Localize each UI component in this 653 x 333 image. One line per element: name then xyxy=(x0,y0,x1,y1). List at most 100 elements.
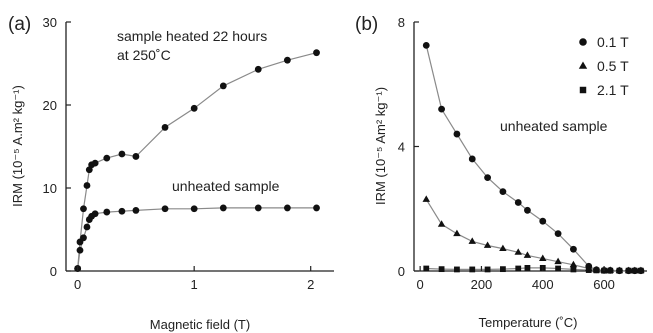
panel-b-series-3-point xyxy=(500,266,506,273)
panel-a-x-label: Magnetic field (T) xyxy=(150,317,250,332)
panel-b-series-3-point xyxy=(438,266,445,273)
legend-label-3: 2.1 T xyxy=(597,82,629,98)
panel-b-series-1-point xyxy=(484,174,491,182)
panel-b-series-3-point xyxy=(631,267,638,274)
panel-a-series-2-point xyxy=(219,204,227,212)
panel-b-series-2-point xyxy=(514,248,522,255)
panel-b-y-tick-label: 8 xyxy=(398,15,405,30)
panel-b-series-1-point xyxy=(539,217,547,225)
panel-b-series-1-point xyxy=(422,41,430,49)
panel-b-annotation: unheated sample xyxy=(500,118,608,134)
panel-b-series-2-point xyxy=(554,257,562,265)
panel-b-series-1-point xyxy=(570,245,577,253)
panel-b-series-1-point xyxy=(438,105,445,113)
panel-b-x-label: Temperature (˚C) xyxy=(479,315,578,330)
panel-a-series-1-point xyxy=(80,205,87,213)
panel-b-x-tick-label: 600 xyxy=(593,277,615,292)
panel-a-series-1-point xyxy=(219,82,227,90)
panel-a-series-1-point xyxy=(190,104,198,112)
panel-a-series-2-point xyxy=(190,205,198,213)
panel-b-series-2-point xyxy=(569,260,578,268)
panel-a-label: (a) xyxy=(8,14,31,35)
panel-a-series-2-point xyxy=(118,207,126,215)
panel-b-series-2-point xyxy=(422,195,431,202)
panel-b-x-tick-label: 0 xyxy=(417,277,424,292)
panel-b-series-2-point xyxy=(499,244,507,252)
panel-b-series-3-point xyxy=(469,266,476,273)
panel-a-x-tick-label: 0 xyxy=(74,277,81,292)
panel-a-series-1-point xyxy=(91,159,99,167)
panel-a-y-label: IRM (10⁻⁵ A.m² kg⁻¹) xyxy=(10,85,25,207)
panel-b: (b) 0 200 400 600 0 4 8 0.1 T 0.5 T 2.1 T unheat… xyxy=(355,14,647,330)
panel-a-series-1-line xyxy=(77,52,317,269)
panel-a-series-1-point xyxy=(283,56,291,64)
panel-b-series-3-point xyxy=(607,267,614,274)
panel-b-series-1-point xyxy=(514,199,522,206)
panel-a-series-1-point xyxy=(103,154,111,162)
panel-b-y-tick-label: 4 xyxy=(398,140,405,155)
panel-a-y-tick-label: 0 xyxy=(50,264,57,279)
panel-b-legend: 0.1 T 0.5 T 2.1 T xyxy=(578,34,629,98)
panel-b-series-3-point xyxy=(555,265,561,272)
panel-a-y-tick-label: 10 xyxy=(43,181,57,196)
panel-b-series-3-point xyxy=(515,265,522,272)
legend-marker-1 xyxy=(579,38,587,46)
panel-b-series-2-point xyxy=(468,237,476,244)
panel-b-series-3-point xyxy=(524,264,531,271)
panel-b-series-1-point xyxy=(468,155,476,163)
panel-a-y-tick-label: 30 xyxy=(43,15,57,30)
panel-a-series-2-point xyxy=(161,205,169,213)
panel-b-curves xyxy=(425,45,641,272)
panel-a-series-1-point xyxy=(313,49,320,57)
panel-a-series-2-point xyxy=(254,204,262,212)
panel-b-y-tick-label: 0 xyxy=(398,264,405,279)
panel-a-series-2-point xyxy=(91,210,99,218)
panel-a-heated-label-line2: at 250˚C xyxy=(117,47,171,63)
panel-b-series-3-point xyxy=(625,267,632,274)
panel-b-series-3-point xyxy=(637,267,644,274)
panel-b-series-1-point xyxy=(554,230,562,238)
panel-b-series-3-point xyxy=(616,267,623,274)
panel-b-series-1-point xyxy=(499,188,507,196)
panel-b-x-tick-label: 200 xyxy=(471,277,493,292)
panel-b-series-3-point xyxy=(454,266,460,273)
panel-b-markers xyxy=(422,41,645,275)
panel-a-series-1-point xyxy=(254,65,262,73)
legend-marker-3 xyxy=(579,86,587,94)
panel-a-series-1-point xyxy=(118,150,126,158)
panel-b-series-3-point xyxy=(484,266,491,273)
panel-a-series-2-point xyxy=(83,223,91,231)
panel-a-y-tick-label: 20 xyxy=(43,98,57,113)
panel-b-series-3-point xyxy=(593,267,600,274)
panel-a-x-tick-label: 2 xyxy=(307,277,314,292)
panel-a-series-2-point xyxy=(76,246,84,254)
panel-b-ticks: 0 200 400 600 0 4 8 xyxy=(398,15,615,292)
panel-a-x-tick-label: 1 xyxy=(191,277,198,292)
panel-a-unheated-label: unheated sample xyxy=(172,178,280,194)
panel-b-series-2-point xyxy=(453,229,461,237)
panel-a-series-1-point xyxy=(83,182,91,189)
panel-b-series-1-line xyxy=(425,45,641,272)
panel-b-label: (b) xyxy=(355,14,378,35)
panel-b-series-1-point xyxy=(453,130,461,138)
panel-a-series-1-point xyxy=(132,153,140,160)
panel-a-series-2-point xyxy=(80,234,87,242)
panel-b-series-3-point xyxy=(423,265,430,272)
panel-b-x-tick-label: 400 xyxy=(532,277,554,292)
panel-b-y-label: IRM (10⁻⁵ Am² kg⁻¹) xyxy=(373,87,388,205)
panel-a-series-2-point xyxy=(103,208,111,216)
panel-a-series-1-point xyxy=(161,124,169,131)
panel-a-heated-label-line1: sample heated 22 hours xyxy=(117,28,267,44)
panel-b-series-2-point xyxy=(523,251,532,258)
legend-label-2: 0.5 T xyxy=(597,58,629,74)
panel-a-series-2-point xyxy=(132,207,140,214)
panel-a-curves xyxy=(77,52,317,269)
panel-a-markers xyxy=(74,49,320,272)
panel-b-series-1-point xyxy=(524,206,531,214)
panel-a-series-2-line xyxy=(77,207,317,269)
panel-b-series-2-point xyxy=(437,220,446,227)
